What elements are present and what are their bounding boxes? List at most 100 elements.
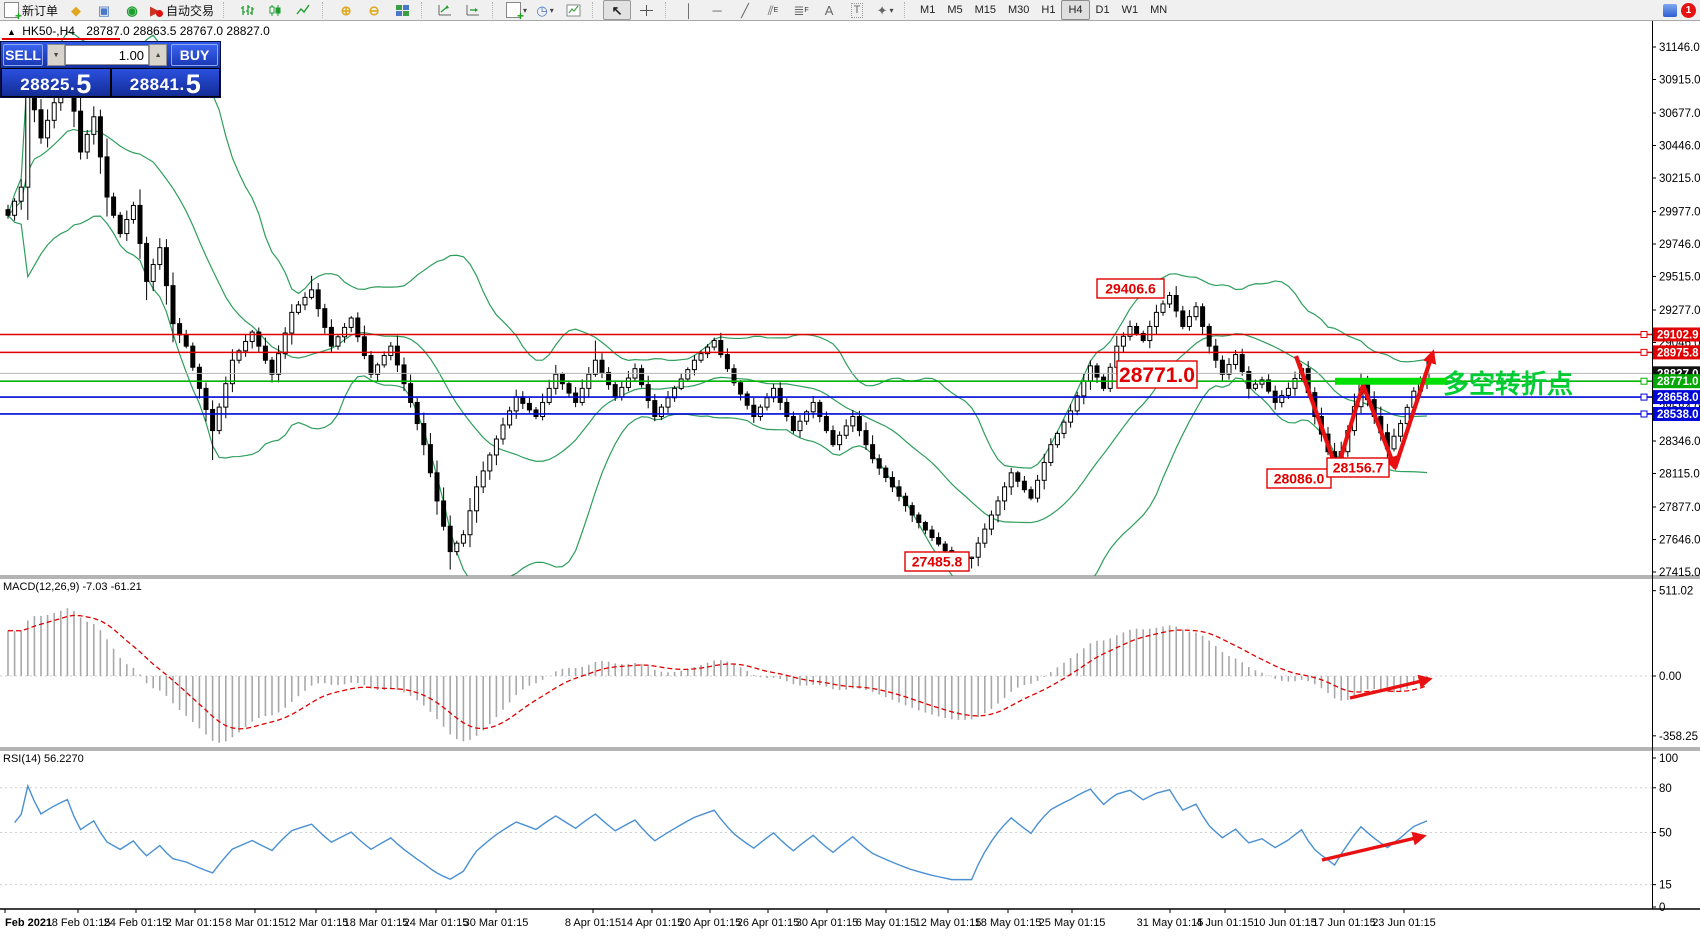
- candle-body: [276, 353, 282, 375]
- volume-input[interactable]: [65, 45, 150, 65]
- tile-windows-icon[interactable]: [389, 1, 415, 19]
- chart-canvas: 29406.6 28771.0 28086.0 28156.7 27485.8 多空转折点…: [0, 20, 1700, 929]
- candle-body: [243, 340, 249, 352]
- templates-icon[interactable]: [560, 1, 586, 19]
- chart-window-icon[interactable]: [1663, 3, 1677, 17]
- vertical-line-tool[interactable]: │: [684, 2, 694, 18]
- cursor-tool[interactable]: ↖: [603, 0, 632, 20]
- horizontal-line-tool[interactable]: ─: [712, 2, 722, 18]
- candle-body: [144, 242, 150, 282]
- new-order-icon: +: [4, 2, 22, 22]
- candle-body: [863, 430, 869, 446]
- buy-price[interactable]: 28841. 5: [111, 69, 219, 98]
- candle-body: [269, 359, 275, 375]
- symbol-underline: [2, 38, 120, 40]
- line-chart-type-icon[interactable]: [290, 1, 316, 19]
- time-tick-label: 18 Feb 01:15: [46, 917, 111, 929]
- macd-layer: [0, 608, 1652, 743]
- candle-body: [678, 378, 684, 389]
- candle-body: [150, 264, 156, 282]
- candle-body: [1213, 345, 1219, 361]
- candle-body: [388, 345, 394, 357]
- toolbar-separator: [223, 2, 230, 18]
- trendline-tool[interactable]: ╱: [741, 2, 749, 18]
- strategy-tester-icon[interactable]: ◉: [126, 2, 138, 18]
- bar-chart-type-icon[interactable]: [234, 1, 260, 19]
- rsi-tick-label: 50: [1659, 828, 1672, 840]
- timeframe-m30[interactable]: M30: [1008, 4, 1030, 16]
- sell-price[interactable]: 28825. 5: [2, 69, 110, 98]
- time-tick-label: 23 Jun 01:15: [1372, 917, 1436, 929]
- candle-body: [1140, 332, 1146, 342]
- label-tool[interactable]: T: [844, 1, 870, 19]
- price-badge-label: 28771.0: [1657, 376, 1699, 388]
- candle-body: [51, 102, 57, 121]
- auto-scroll-icon[interactable]: [432, 1, 458, 19]
- candle-body: [1048, 444, 1054, 463]
- price-tick-label: 31146.0: [1659, 42, 1700, 54]
- candle-body: [328, 326, 334, 347]
- chart-profile-icon[interactable]: ◆: [71, 2, 82, 18]
- candle-body: [1068, 410, 1074, 423]
- candle-body: [223, 383, 229, 408]
- price-annotation: 29406.6: [1096, 278, 1165, 299]
- buy-button[interactable]: BUY: [171, 44, 218, 66]
- candle-body: [1134, 325, 1140, 334]
- candle-body: [889, 476, 895, 488]
- candle-body: [474, 486, 480, 512]
- time-tick-label: 10 Jun 01:15: [1253, 917, 1317, 929]
- volume-increase-button[interactable]: ▲: [149, 44, 168, 66]
- price-annotation: 28771.0: [1116, 360, 1198, 389]
- candle-body: [909, 505, 915, 516]
- new-order-button[interactable]: + 新订单: [1, 1, 61, 22]
- candlestick-chart-type-icon[interactable]: [262, 1, 288, 19]
- ohlc-values: 28787.0 28863.5 28767.0 28827.0: [86, 24, 270, 38]
- timeframe-w1[interactable]: W1: [1121, 4, 1139, 16]
- candle-body: [216, 406, 222, 432]
- line-handle: [1640, 348, 1648, 356]
- candle-body: [12, 200, 18, 216]
- candle-body: [18, 186, 24, 202]
- timeframe-h1[interactable]: H1: [1041, 4, 1056, 16]
- candle-body: [1081, 380, 1087, 397]
- auto-trading-button[interactable]: ▶ 自动交易: [147, 1, 217, 19]
- candle-body: [315, 289, 321, 310]
- text-tool[interactable]: A: [824, 2, 834, 18]
- candle-body: [84, 133, 90, 153]
- candle-body: [837, 434, 843, 446]
- notification-badge[interactable]: 1: [1681, 2, 1696, 18]
- indicators-icon[interactable]: + ▾: [503, 1, 530, 22]
- candle-body: [302, 296, 308, 306]
- fibonacci-tool[interactable]: ≣ F: [793, 2, 809, 18]
- crosshair-tool[interactable]: [633, 1, 659, 19]
- candle-body: [757, 406, 763, 418]
- timeframe-mn[interactable]: MN: [1150, 4, 1168, 16]
- candle-body: [408, 383, 414, 403]
- sell-button[interactable]: SELL: [3, 44, 44, 66]
- candle-body: [870, 444, 876, 460]
- shapes-tool[interactable]: ✦ ▾: [876, 2, 894, 18]
- new-order-label: 新订单: [22, 3, 59, 18]
- zoom-in-icon[interactable]: ⊕: [340, 2, 352, 18]
- channel-tool[interactable]: ⫽ E: [767, 2, 779, 18]
- time-tick-label: 24 Mar 01:15: [404, 917, 469, 929]
- terminal-icon[interactable]: ▣: [97, 2, 111, 18]
- timeframe-d1[interactable]: D1: [1095, 4, 1110, 16]
- timeframe-h4[interactable]: H4: [1061, 0, 1090, 20]
- timeframe-m5[interactable]: M5: [947, 4, 963, 16]
- candle-body: [104, 156, 110, 198]
- price-annotation: 27485.8: [904, 551, 970, 572]
- volume-decrease-button[interactable]: ▼: [47, 44, 66, 66]
- timeframe-m1[interactable]: M1: [920, 4, 936, 16]
- periods-icon[interactable]: ◷ ▾: [536, 2, 554, 18]
- candle-body: [1015, 472, 1021, 482]
- candle-body: [170, 285, 176, 325]
- candle-body: [658, 406, 664, 418]
- time-tick-label: 30 Apr 01:15: [796, 917, 858, 929]
- candle-body: [434, 472, 440, 502]
- zoom-out-icon[interactable]: ⊖: [368, 2, 380, 18]
- timeframe-m15[interactable]: M15: [974, 4, 997, 16]
- chart-shift-icon[interactable]: [460, 1, 486, 19]
- candle-body: [810, 401, 816, 413]
